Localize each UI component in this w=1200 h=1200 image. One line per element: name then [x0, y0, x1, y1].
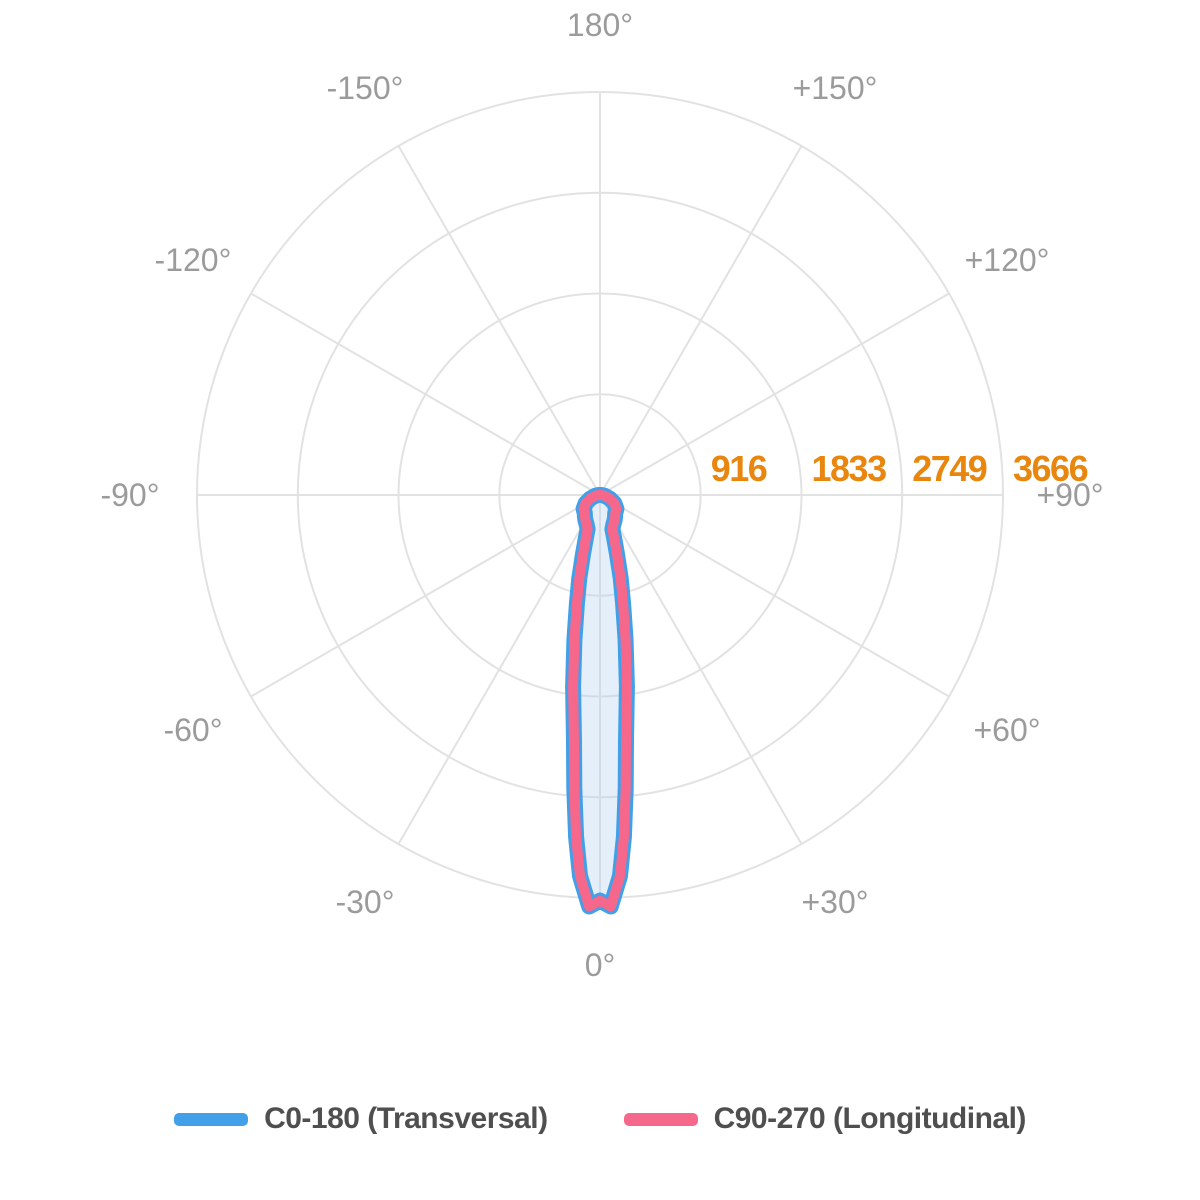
angle-label: +150° [793, 70, 878, 106]
legend-label-c90-270: C90-270 (Longitudinal) [713, 1102, 1027, 1135]
angle-label: -150° [327, 70, 404, 106]
angle-label: +120° [965, 242, 1050, 278]
radial-tick-label: 2749 [912, 448, 987, 489]
angle-label: +60° [973, 712, 1040, 748]
legend-item-c0-180[interactable]: C0-180 (Transversal) [174, 1102, 548, 1136]
radial-tick-label: 916 [711, 448, 767, 489]
angle-label: +30° [801, 884, 868, 920]
polar-chart: 916 1833 2749 3666 180° -150° +150° -120° +120° -… [100, 7, 1103, 983]
legend-label-c0-180: C0-180 (Transversal) [264, 1102, 548, 1135]
grid-circle [397, 292, 803, 698]
angle-label: 0° [585, 947, 616, 983]
angle-label: 180° [567, 7, 633, 43]
angle-label: +90° [1036, 477, 1103, 513]
radial-tick-label: 1833 [812, 448, 887, 489]
chart-legend: C0-180 (Transversal) C90-270 (Longitudin… [0, 1102, 1200, 1136]
grid-circle [296, 191, 904, 799]
series-curve-c90-270 [568, 490, 632, 912]
radial-tick-label: 3666 [1013, 448, 1088, 489]
legend-swatch-c90-270 [623, 1112, 698, 1126]
legend-item-c90-270[interactable]: C90-270 (Longitudinal) [623, 1102, 1027, 1136]
grid-circle [498, 393, 702, 597]
angle-label: -60° [163, 712, 222, 748]
angle-label: -30° [335, 884, 394, 920]
angle-label: -90° [100, 477, 159, 513]
legend-swatch-c0-180 [174, 1112, 249, 1126]
angle-label: -120° [155, 242, 232, 278]
